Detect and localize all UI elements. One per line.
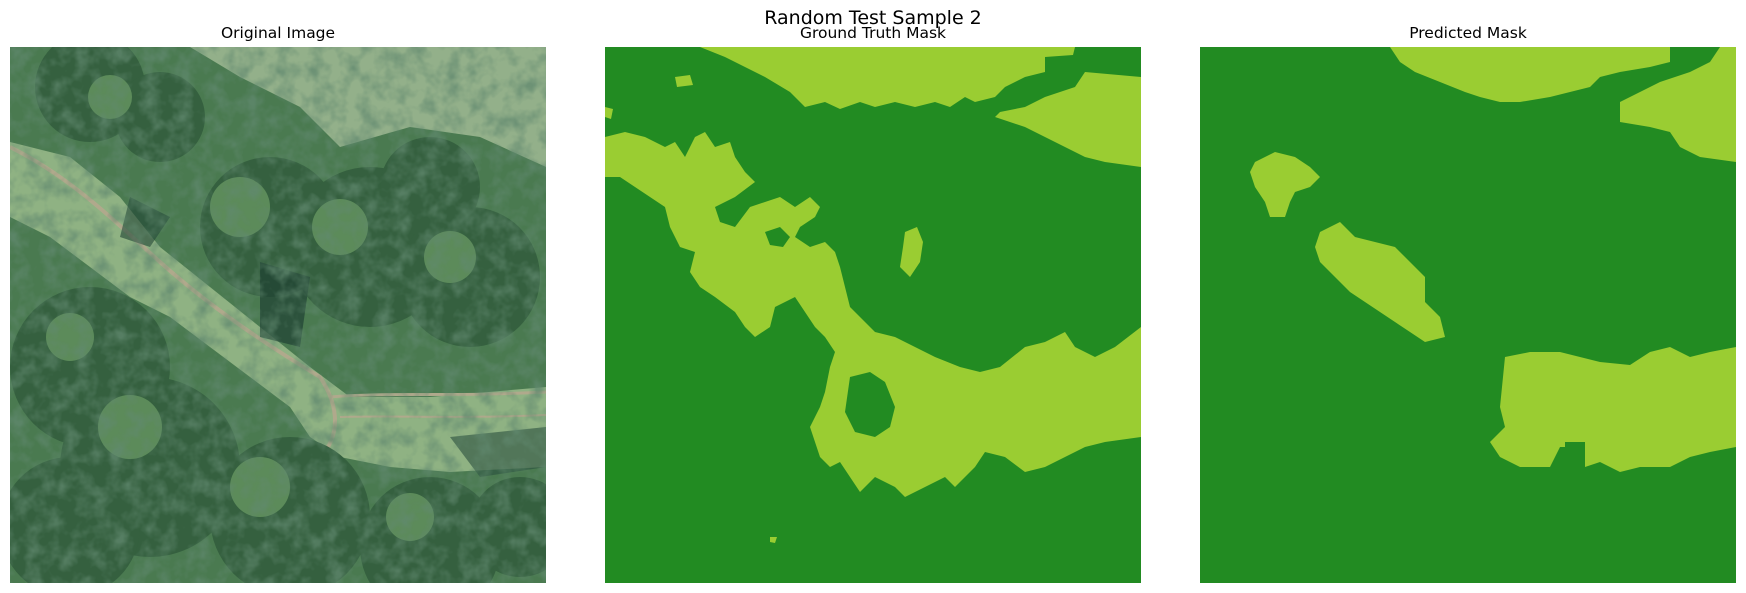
panel-ground-truth-title: Ground Truth Mask: [799, 24, 947, 42]
predicted-mask-image: [1200, 47, 1736, 583]
ground-truth-mask-image: [605, 47, 1141, 583]
panel-predicted-title: Predicted Mask: [1409, 24, 1527, 42]
aerial-photo: [10, 47, 546, 583]
panel-ground-truth-mask: [605, 47, 1141, 583]
panel-original-title: Original Image: [220, 24, 336, 42]
panel-original-image: [10, 47, 546, 583]
figure-title: Random Test Sample 2: [764, 7, 982, 29]
panel-predicted-mask: [1200, 47, 1736, 583]
